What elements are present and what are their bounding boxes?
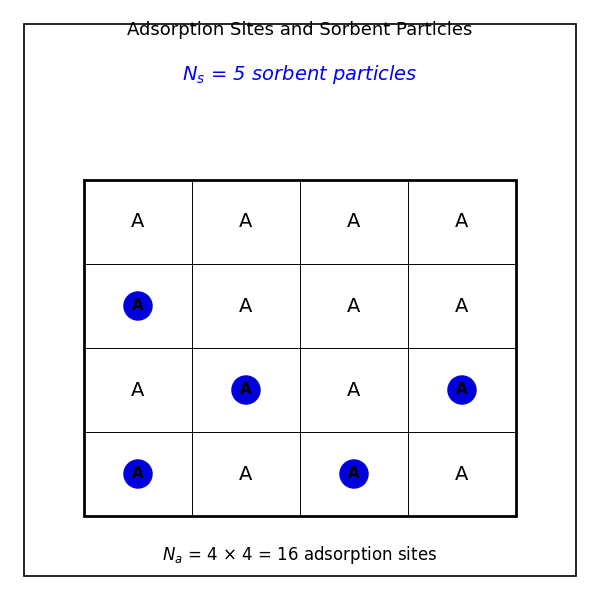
Text: A: A (240, 383, 252, 397)
Circle shape (340, 460, 368, 488)
Text: A: A (347, 296, 361, 316)
Text: A: A (132, 467, 144, 481)
Text: A: A (239, 464, 253, 484)
Text: A: A (348, 467, 360, 481)
Text: A: A (455, 296, 469, 316)
Text: A: A (455, 212, 469, 232)
Circle shape (232, 376, 260, 404)
Text: A: A (131, 380, 145, 400)
Text: $N_a$ = 4 × 4 = 16 adsorption sites: $N_a$ = 4 × 4 = 16 adsorption sites (163, 544, 437, 566)
Circle shape (448, 376, 476, 404)
Text: A: A (347, 212, 361, 232)
Text: A: A (455, 464, 469, 484)
Text: $N_s$ = 5 sorbent particles: $N_s$ = 5 sorbent particles (182, 64, 418, 86)
Circle shape (124, 292, 152, 320)
Text: A: A (347, 380, 361, 400)
Text: A: A (131, 212, 145, 232)
Text: A: A (239, 296, 253, 316)
Text: A: A (456, 383, 468, 397)
Circle shape (124, 460, 152, 488)
Bar (84, 180, 516, 516)
Text: A: A (239, 212, 253, 232)
Text: A: A (132, 298, 144, 313)
Text: Adsorption Sites and Sorbent Particles: Adsorption Sites and Sorbent Particles (127, 21, 473, 39)
